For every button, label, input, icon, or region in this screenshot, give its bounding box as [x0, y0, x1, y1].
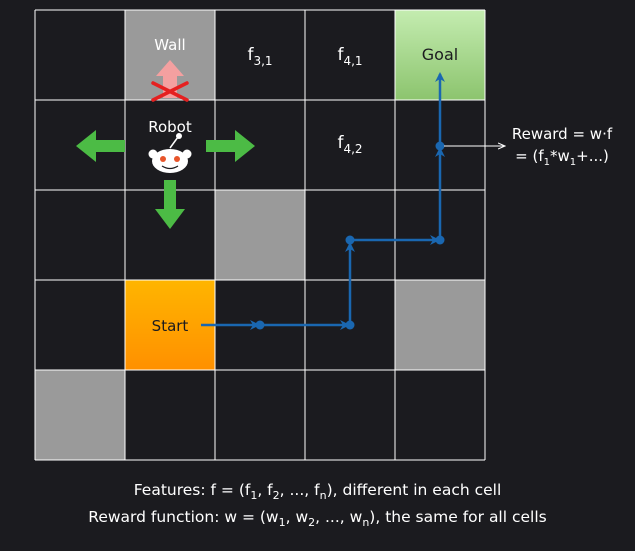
- path-node: [435, 235, 445, 245]
- features-caption: Features: f = (f1, f2, ..., fn), differe…: [133, 481, 502, 503]
- reward-function-caption: Reward function: w = (w1, w2, ..., wn), …: [88, 508, 547, 530]
- path-node: [345, 320, 355, 330]
- robot-label: Robot: [148, 118, 192, 136]
- path-node: [255, 320, 265, 330]
- wall-cell: [215, 190, 305, 280]
- blocked-cross-icon: [151, 81, 189, 102]
- path-nodes: [255, 141, 445, 330]
- goal-label: Goal: [422, 45, 458, 64]
- right-arrow-icon: [206, 130, 255, 162]
- feature-label-f3-1: f3,1: [247, 45, 272, 68]
- path-node: [435, 141, 445, 151]
- wall-cell: [35, 370, 125, 460]
- feature-label-f4-1: f4,1: [337, 45, 362, 68]
- robot-path: [201, 72, 445, 330]
- move-arrows: [76, 130, 255, 229]
- left-arrow-icon: [76, 130, 125, 162]
- wall-label: Wall: [154, 36, 185, 54]
- reward-note-line1: Reward = w·f: [512, 125, 613, 143]
- wall-cell: [395, 280, 485, 370]
- path-node: [345, 235, 355, 245]
- feature-label-f4-2: f4,2: [337, 133, 362, 156]
- down-arrow-icon: [155, 180, 185, 229]
- grid-lines: [34, 9, 486, 461]
- start-cell: [125, 280, 215, 370]
- cell-fills: [35, 10, 485, 460]
- start-label: Start: [152, 317, 189, 335]
- reward-note-line2: = (f1*w1+...): [515, 147, 609, 168]
- robot-icon: [148, 133, 192, 173]
